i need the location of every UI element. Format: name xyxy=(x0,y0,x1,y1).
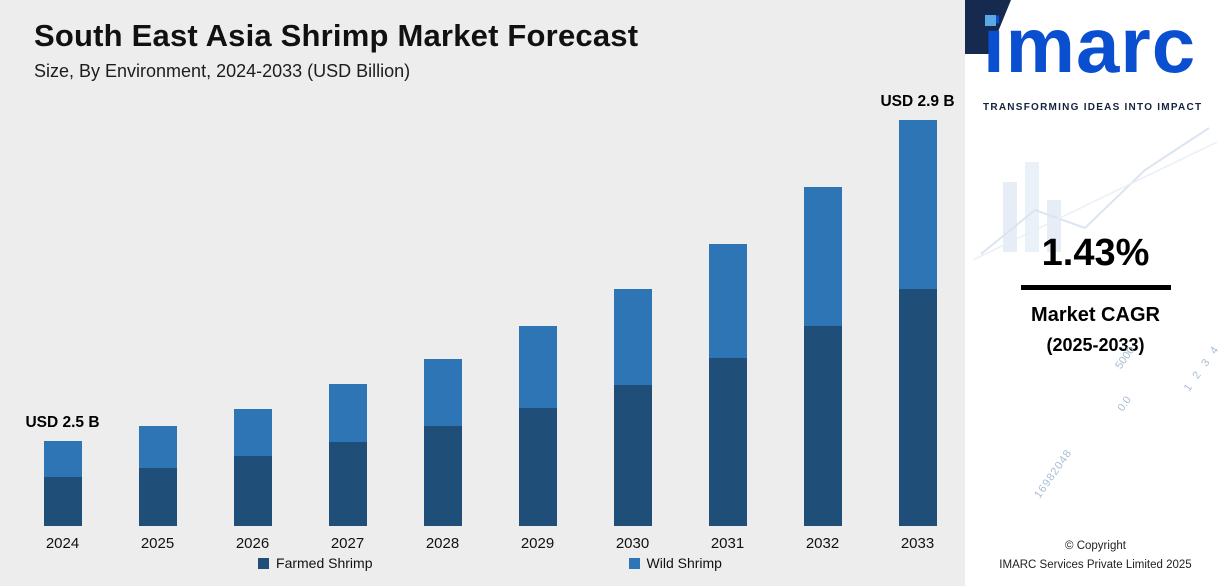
bar-segment-farmed-shrimp-2030 xyxy=(613,385,652,526)
bar-segment-wild-shrimp-2031 xyxy=(708,244,747,358)
chart-subtitle: Size, By Environment, 2024-2033 (USD Bil… xyxy=(34,61,411,81)
x-axis-label-2025: 2025 xyxy=(140,535,175,552)
decorative-chart-lines xyxy=(973,127,1217,261)
bar-2030 xyxy=(613,289,652,526)
cagr-block: 1.43% Market CAGR (2025-2033) xyxy=(965,232,1226,356)
x-axis-label-2028: 2028 xyxy=(425,535,460,552)
bar-2032 xyxy=(803,187,842,526)
bar-segment-farmed-shrimp-2027 xyxy=(328,442,367,526)
chart-legend: Farmed Shrimp Wild Shrimp xyxy=(130,550,850,576)
bar-2024 xyxy=(43,441,82,526)
bar-segment-wild-shrimp-2026 xyxy=(233,409,272,456)
bar-column-2030: 2030 xyxy=(585,92,680,552)
legend-label-farmed-shrimp: Farmed Shrimp xyxy=(276,555,373,571)
bar-total-label-2024: USD 2.5 B xyxy=(25,414,100,431)
x-axis-label-2026: 2026 xyxy=(235,535,270,552)
bar-2026 xyxy=(233,409,272,526)
legend-item-wild-shrimp: Wild Shrimp xyxy=(628,555,722,571)
copyright-line1: © Copyright xyxy=(1065,540,1126,553)
copyright-line2: IMARC Services Private Limited 2025 xyxy=(999,558,1192,571)
bar-2027 xyxy=(328,384,367,526)
cagr-value: 1.43% xyxy=(1041,232,1150,274)
decorative-number: 16982048 xyxy=(1032,447,1075,501)
x-axis-label-2032: 2032 xyxy=(805,535,840,552)
bar-segment-wild-shrimp-2027 xyxy=(328,384,367,442)
imarc-logo-dot-icon xyxy=(985,15,996,26)
bar-2033 xyxy=(898,120,937,526)
bar-segment-farmed-shrimp-2032 xyxy=(803,326,842,526)
bar-column-2029: 2029 xyxy=(490,92,585,552)
legend-label-wild-shrimp: Wild Shrimp xyxy=(646,555,722,571)
x-axis-label-2031: 2031 xyxy=(710,535,745,552)
x-axis-label-2029: 2029 xyxy=(520,535,555,552)
legend-item-farmed-shrimp: Farmed Shrimp xyxy=(258,555,372,571)
decorative-number: 0.0 xyxy=(1115,394,1134,414)
bar-column-2026: 2026 xyxy=(205,92,300,552)
copyright: © Copyright IMARC Services Private Limit… xyxy=(965,537,1226,574)
legend-swatch-farmed-shrimp xyxy=(258,557,270,569)
x-axis-label-2027: 2027 xyxy=(330,535,365,552)
brand-panel: imarc TRANSFORMING IDEAS INTO IMPACT 1.4… xyxy=(965,0,1226,586)
stacked-bar-chart: USD 2.5 B 2024 2025 2026 2027 2028 2029 2030 203… xyxy=(15,92,965,552)
legend-swatch-wild-shrimp xyxy=(628,557,640,569)
bar-segment-wild-shrimp-2032 xyxy=(803,187,842,326)
cagr-years: (2025-2033) xyxy=(1046,335,1145,355)
bar-segment-farmed-shrimp-2026 xyxy=(233,456,272,526)
bar-column-2025: 2025 xyxy=(110,92,205,552)
bar-2029 xyxy=(518,326,557,526)
chart-panel: South East Asia Shrimp Market Forecast S… xyxy=(15,18,965,576)
bar-segment-wild-shrimp-2024 xyxy=(43,441,82,477)
bar-segment-farmed-shrimp-2025 xyxy=(138,468,177,526)
cagr-underline xyxy=(1020,285,1171,290)
bar-segment-wild-shrimp-2033 xyxy=(898,120,937,289)
cagr-label: Market CAGR xyxy=(1031,304,1160,326)
bar-segment-farmed-shrimp-2029 xyxy=(518,408,557,526)
imarc-logo: imarc TRANSFORMING IDEAS INTO IMPACT xyxy=(983,1,1215,113)
x-axis-label-2024: 2024 xyxy=(45,535,80,552)
bar-2028 xyxy=(423,359,462,526)
bar-column-2027: 2027 xyxy=(300,92,395,552)
bar-column-2032: 2032 xyxy=(775,92,870,552)
bar-column-2028: 2028 xyxy=(395,92,490,552)
bar-column-2033: USD 2.9 B 2033 xyxy=(870,92,965,552)
bar-segment-wild-shrimp-2029 xyxy=(518,326,557,408)
x-axis-label-2033: 2033 xyxy=(900,535,935,552)
bar-segment-farmed-shrimp-2024 xyxy=(43,477,82,526)
bar-total-label-2033: USD 2.9 B xyxy=(880,93,955,110)
bar-segment-farmed-shrimp-2031 xyxy=(708,358,747,526)
bar-segment-wild-shrimp-2025 xyxy=(138,426,177,468)
x-axis-label-2030: 2030 xyxy=(615,535,650,552)
bar-2025 xyxy=(138,426,177,526)
bar-segment-wild-shrimp-2030 xyxy=(613,289,652,385)
bar-segment-farmed-shrimp-2028 xyxy=(423,426,462,526)
bar-column-2024: USD 2.5 B 2024 xyxy=(15,92,110,552)
bar-segment-wild-shrimp-2028 xyxy=(423,359,462,426)
chart-title: South East Asia Shrimp Market Forecast xyxy=(34,18,639,53)
imarc-tagline: TRANSFORMING IDEAS INTO IMPACT xyxy=(983,102,1203,113)
bar-2031 xyxy=(708,244,747,526)
bar-column-2031: 2031 xyxy=(680,92,775,552)
bar-segment-farmed-shrimp-2033 xyxy=(898,289,937,526)
imarc-logo-text: imarc xyxy=(983,1,1197,89)
